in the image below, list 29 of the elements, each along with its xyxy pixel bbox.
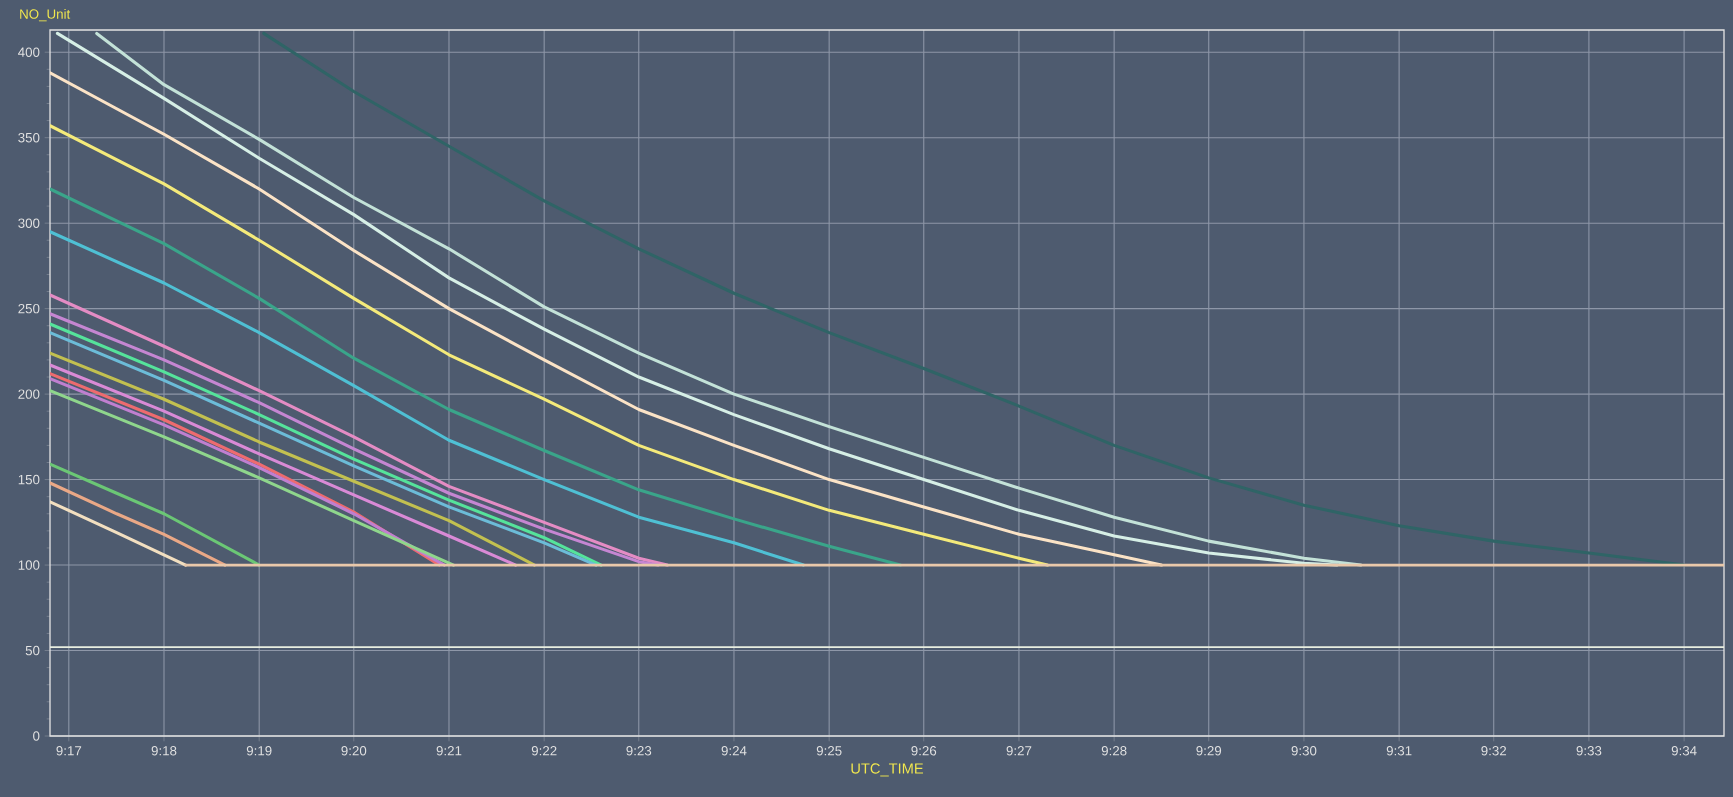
y-tick-label: 150 [18,474,40,485]
x-tick-label: 9:25 [816,746,842,756]
x-tick-label: 9:21 [436,746,462,756]
x-tick-label: 9:31 [1386,746,1412,756]
y-tick-label: 100 [18,560,40,570]
x-tick-label: 9:23 [626,746,652,756]
y-tick-label: 200 [18,389,40,399]
x-tick-label: 9:24 [721,746,747,756]
x-tick-label: 9:32 [1481,746,1507,756]
x-tick-label: 9:26 [911,746,937,756]
x-tick-label: 9:19 [246,746,272,756]
x-tick-label: 9:18 [151,746,177,756]
y-tick-label: 50 [25,645,40,656]
x-tick-label: 9:33 [1576,746,1602,756]
y-tick-label: 300 [18,218,40,228]
x-tick-label: 9:22 [531,746,557,756]
x-tick-label: 9:20 [341,746,367,756]
x-tick-label: 9:34 [1671,746,1697,756]
x-tick-label: 9:28 [1101,746,1127,756]
x-axis-title: UTC_TIME [851,763,924,777]
x-tick-label: 9:27 [1006,746,1032,756]
y-tick-label: 400 [18,47,40,57]
y-tick-label: 350 [18,132,40,143]
y-axis-title: NO_Unit [20,8,71,22]
y-tick-label: 250 [18,303,40,314]
x-tick-label: 9:30 [1291,746,1317,756]
y-tick-label: 0 [33,731,40,741]
x-tick-label: 9:29 [1196,746,1222,756]
x-tick-label: 9:17 [56,746,82,756]
